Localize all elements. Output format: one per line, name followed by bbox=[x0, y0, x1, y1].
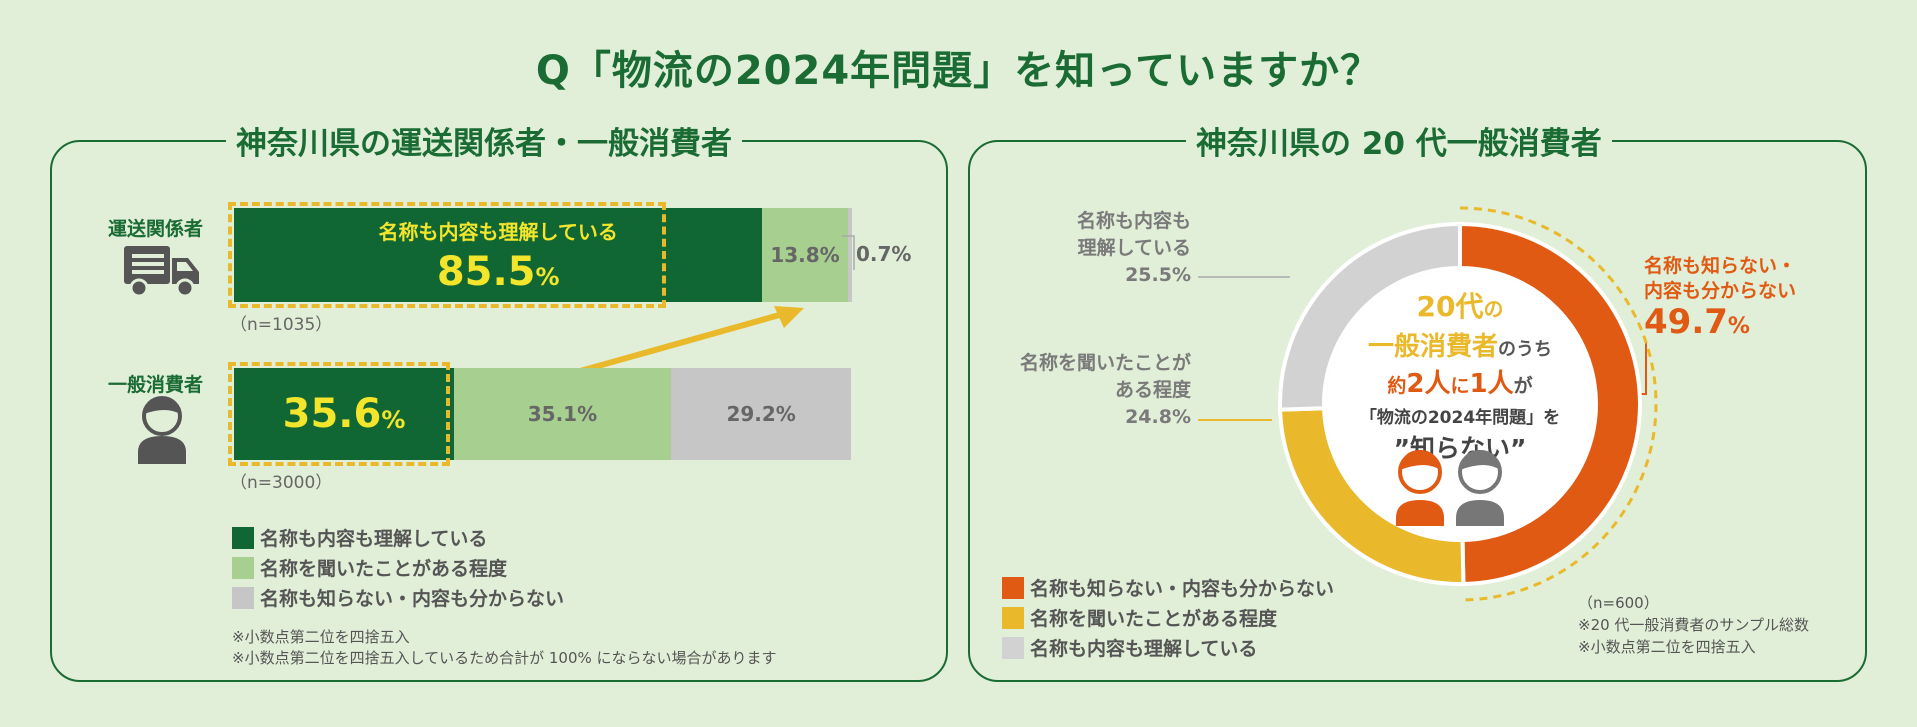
bar-consumer-heard: 35.1% bbox=[454, 368, 671, 460]
people-icon bbox=[1396, 450, 1504, 526]
label-unknown: 名称も知らない・ 内容も分からない 49.7% bbox=[1644, 255, 1797, 342]
donut-slice-unknown bbox=[1458, 221, 1642, 587]
note-rounding-right: ※小数点第二位を四捨五入 bbox=[1578, 638, 1756, 656]
person-icon bbox=[138, 396, 186, 464]
value-transport-unknown: 0.7% bbox=[856, 242, 912, 266]
donut-hole bbox=[1326, 270, 1594, 538]
leader-line-heard bbox=[1198, 419, 1272, 421]
left-panel-title: 神奈川県の運送関係者・一般消費者 bbox=[226, 118, 742, 163]
legend-item-heard: 名称を聞いたことがある程度 bbox=[232, 554, 507, 581]
right-panel: 神奈川県の 20 代一般消費者 名称も内容も 理解している 25.5% 名称を聞… bbox=[968, 118, 1867, 682]
left-panel: 神奈川県の運送関係者・一般消費者 運送関係者 名称も内容も理解している 85.5… bbox=[50, 118, 948, 682]
legend-item-unknown: 名称も知らない・内容も分からない bbox=[1002, 574, 1334, 601]
bar-transport-heard: 13.8% bbox=[762, 208, 848, 302]
n-consumer: （n=3000） bbox=[230, 473, 333, 493]
highlight-box-transport bbox=[228, 202, 666, 308]
leader-line bbox=[842, 235, 855, 270]
bar-consumer-unknown: 29.2% bbox=[670, 368, 852, 460]
note-n: （n=600） bbox=[1578, 594, 1659, 612]
donut-center-text: 20代の 一般消費者のうち 約2人に1人が 「物流の2024年問題」を ”知らな… bbox=[1359, 290, 1561, 463]
value-consumer-understand: 35.6 bbox=[282, 391, 382, 437]
page-title: Q「物流の2024年問題」を知っていますか？ bbox=[535, 48, 1382, 94]
leader-line-know bbox=[1198, 276, 1290, 278]
label-heard: 名称を聞いたことが ある程度 24.8% bbox=[1019, 352, 1191, 428]
row-label-consumer: 一般消費者 bbox=[108, 374, 204, 396]
bar-consumer-understand: 35.6% bbox=[234, 368, 454, 460]
donut-slice-know bbox=[1278, 221, 1462, 412]
note-sample: ※20 代一般消費者のサンプル総数 bbox=[1578, 616, 1809, 634]
legend-swatch bbox=[232, 526, 254, 549]
truck-icon bbox=[124, 246, 199, 298]
legend-swatch bbox=[232, 586, 254, 609]
legend-item-unknown: 名称も知らない・内容も分からない bbox=[232, 584, 564, 611]
bar-transport-unknown bbox=[847, 208, 852, 302]
value-consumer-unknown: 29.2% bbox=[726, 402, 796, 426]
legend-swatch bbox=[232, 556, 254, 579]
value-transport-understand: 85.5 bbox=[436, 248, 536, 295]
donut-chart bbox=[1278, 206, 1658, 602]
legend-swatch bbox=[1002, 636, 1024, 659]
legend-swatch bbox=[1002, 576, 1024, 599]
label-know: 名称も内容も 理解している 25.5% bbox=[1076, 210, 1191, 286]
legend-item-heard: 名称を聞いたことがある程度 bbox=[1002, 604, 1277, 631]
legend-swatch bbox=[1002, 606, 1024, 629]
highlight-box-consumer bbox=[228, 362, 450, 466]
legend-item-understand: 名称も内容も理解している bbox=[232, 524, 487, 551]
value-consumer-heard: 35.1% bbox=[527, 402, 598, 426]
note-total: ※小数点第二位を四捨五入しているため合計が 100% にならない場合があります bbox=[232, 649, 777, 667]
row-label-transport: 運送関係者 bbox=[108, 218, 204, 240]
n-transport: （n=1035） bbox=[230, 315, 333, 335]
bar-inner-label: 名称も内容も理解している bbox=[378, 219, 618, 244]
bar-transport-understand: 名称も内容も理解している 85.5% bbox=[234, 208, 763, 302]
right-panel-title: 神奈川県の 20 代一般消費者 bbox=[1186, 118, 1612, 163]
value-transport-heard: 13.8% bbox=[770, 243, 840, 267]
note-rounding: ※小数点第二位を四捨五入 bbox=[232, 628, 410, 646]
legend-item-know: 名称も内容も理解している bbox=[1002, 634, 1257, 661]
